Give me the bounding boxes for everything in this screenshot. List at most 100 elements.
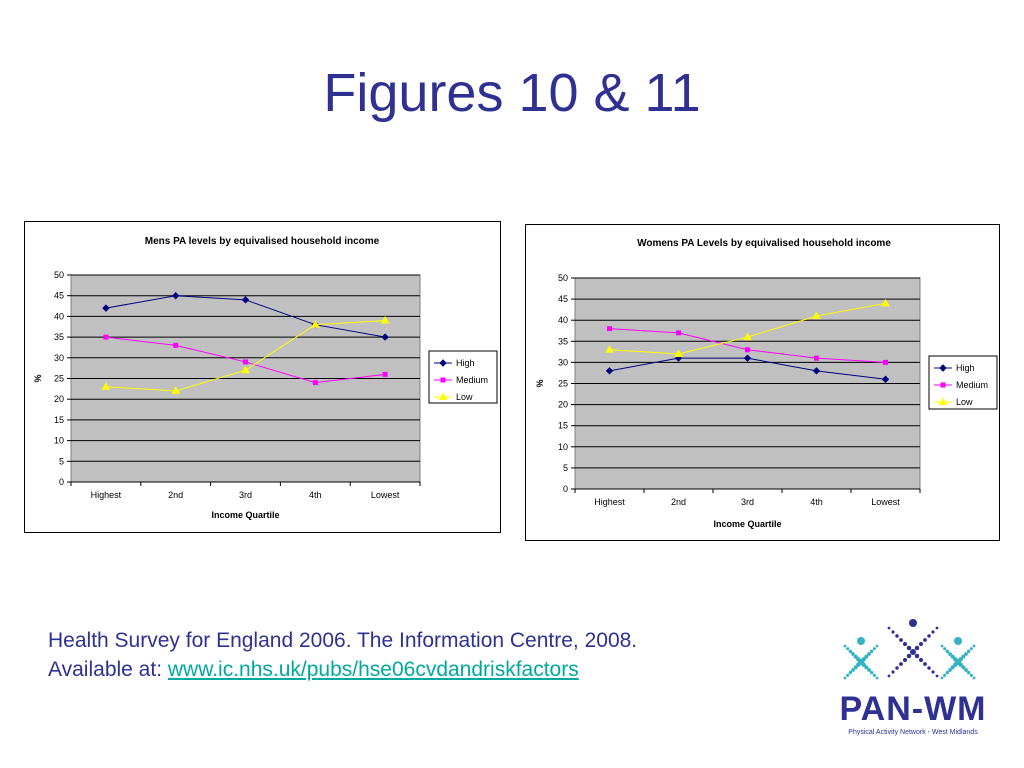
citation-line1: Health Survey for England 2006. The Info… [48,629,638,652]
womens-chart-xtick-label: 4th [810,497,823,507]
logo-figure-left-dot [848,649,853,654]
mens-chart-ytick-label: 0 [59,477,64,487]
logo-figure-left-dot [864,665,869,670]
logo-figure-right-dot [948,668,952,672]
womens-chart-legend-label: Medium [956,380,988,390]
mens-chart-ytick-label: 25 [54,374,64,384]
citation: Health Survey for England 2006. The Info… [48,626,637,684]
mens-chart-legend-label: High [456,358,475,368]
logo-figure-center-dot [902,657,908,663]
womens-chart-legend-marker [938,397,948,405]
logo-figure-left-dot [851,668,855,672]
womens-chart-series-low-point [881,298,890,307]
mens-chart-series-low-point [171,386,181,394]
womens-chart-xlabel: Income Quartile [713,519,781,529]
mens-chart-series-low-point [241,365,250,374]
logo-figure-right-dot [969,673,973,677]
mens-chart-xtick-label: Highest [91,490,122,500]
womens-chart-legend [928,355,998,410]
logo-figure-left-dot [851,652,855,656]
logo-figure-center-dot [891,670,895,674]
logo-figure-right-dot [969,647,973,651]
logo-figure-right-dot [950,665,955,670]
logo-figure-right-dot [966,670,971,675]
logo-figure-left-dot [853,654,858,659]
mens-chart-xtick-label: 3rd [239,490,252,500]
mens-chart-title: Mens PA levels by equivalised household … [145,236,380,247]
logo-figure-left-dot [843,676,847,680]
womens-chart-series-medium-point [745,347,750,353]
mens-chart-series-high-point [241,296,250,304]
logo-figure-right-dot [964,668,968,672]
mens-chart-series-medium-point [173,342,179,348]
logo-figure-center-dot [914,653,920,659]
mens-chart-ytick-label: 45 [54,291,64,301]
mens-chart-xtick-label: Lowest [371,490,400,500]
logo-figure-right-dot [966,649,971,654]
logo-figure-center-dot [891,630,895,634]
logo-figure-center-dot [914,645,920,651]
citation-link[interactable]: www.ic.nhs.uk/pubs/hse06cvdandriskfactor… [167,658,579,681]
citation-prefix: Available at: [48,658,168,681]
womens-chart-series-medium-point [814,355,819,361]
logo-figure-center-dot [935,626,939,630]
mens-chart-ylabel: % [33,374,43,382]
citation-line2: Available at: www.ic.nhs.uk/pubs/hse06cv… [48,655,637,684]
logo-figure-center-head [909,619,917,627]
logo-figure-left-dot [872,647,876,651]
womens-chart-series-medium-point [676,330,681,336]
womens-chart-series-medium-point [607,326,612,332]
logo-figure-left-dot [843,644,847,648]
logo-figure-center-dot [918,641,924,647]
logo-figure-center-dot [895,666,899,670]
womens-chart-ytick-label: 0 [563,484,568,494]
slide-title: Figures 10 & 11 [323,63,701,123]
logo-figure-right-dot [943,673,947,677]
logo-figure-center-dot [899,638,903,642]
logo-figure-right-dot [961,654,966,659]
logo-figure-right-head [954,637,962,645]
mens-pa-chart-svg: Mens PA levels by equivalised household … [33,236,498,520]
pan-wm-logo: PAN-WM Physical Activity Network - West … [828,612,998,752]
logo-figure-left-dot [853,665,858,670]
logo-figure-center-dot [895,634,899,638]
mens-chart-ytick-label: 30 [54,353,64,363]
mens-chart-legend [428,350,498,404]
pan-wm-x-logo-icon [843,619,976,680]
logo-figure-left-dot [875,644,879,648]
mens-chart-xtick-label: 4th [309,490,322,500]
mens-chart-legend-marker [439,359,447,367]
womens-chart-series-high-point [881,375,890,383]
logo-figure-right-dot [964,652,968,656]
logo-figure-center-dot [906,645,912,651]
logo-figure-right-dot [940,644,944,648]
logo-figure-right-dot [972,644,976,648]
logo-figure-right-dot [955,659,961,665]
womens-chart-xtick-label: Lowest [871,497,900,507]
mens-chart-series-low-point [101,382,111,390]
mens-chart-series-medium-point [103,334,109,340]
mens-chart-legend-marker [438,392,448,400]
womens-pa-chart-svg: Womens PA Levels by equivalised househol… [535,238,998,529]
womens-chart-legend-label: High [956,363,975,373]
mens-chart-ytick-label: 5 [59,456,64,466]
womens-chart-ytick-label: 45 [558,294,568,304]
womens-chart-series-high-point [812,367,821,375]
logo-figure-center-dot [910,649,916,655]
mens-chart-xlabel: Income Quartile [211,510,279,520]
mens-chart-ytick-label: 40 [54,311,64,321]
womens-chart-series-medium-point [883,359,888,365]
mens-chart-ytick-label: 35 [54,332,64,342]
logo-figure-left-dot [869,670,874,675]
mens-chart-series-low-point [380,316,390,324]
logo-figure-center-dot [927,666,931,670]
logo-figure-right-dot [945,649,950,654]
logo-figure-center-dot [931,670,935,674]
womens-chart-ytick-label: 10 [558,442,568,452]
logo-figure-center-dot [927,634,931,638]
mens-chart-xtick-label: 2nd [168,490,183,500]
mens-chart-ytick-label: 10 [54,436,64,446]
logo-figure-left-dot [869,649,874,654]
womens-chart-ytick-label: 20 [558,400,568,410]
logo-figure-center-dot [918,657,924,663]
